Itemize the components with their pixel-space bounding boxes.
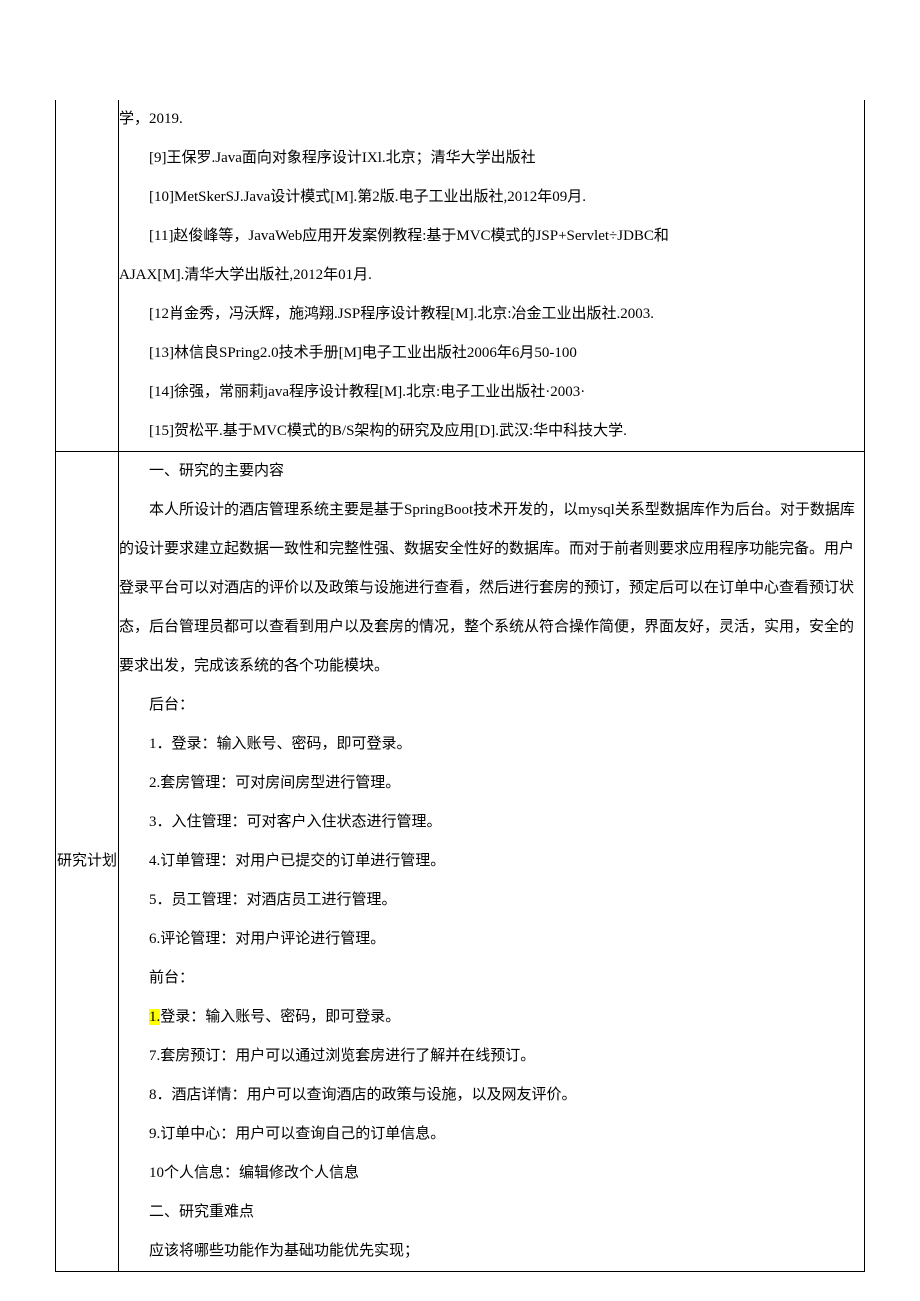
plan-line: 3．入住管理：可对客户入住状态进行管理。	[119, 803, 864, 842]
plan-line: 二、研究重难点	[119, 1193, 864, 1232]
row2-label-cell: 研究计划	[56, 452, 119, 1272]
plan-line: 9.订单中心：用户可以查询自己的订单信息。	[119, 1115, 864, 1154]
highlight-span: 1.	[149, 1009, 160, 1025]
reference-line: [10]MetSkerSJ.Java设计模式[M].第2版.电子工业出版社,20…	[119, 178, 864, 217]
reference-line: [9]王保罗.Java面向对象程序设计IXl.北京；清华大学出版社	[119, 139, 864, 178]
reference-line: AJAX[M].清华大学出版社,2012年01月.	[119, 256, 864, 295]
table-row: 学，2019.[9]王保罗.Java面向对象程序设计IXl.北京；清华大学出版社…	[56, 100, 865, 452]
plan-line: 4.订单管理：对用户已提交的订单进行管理。	[119, 842, 864, 881]
row1-label-cell	[56, 100, 119, 452]
plan-line: 5．员工管理：对酒店员工进行管理。	[119, 881, 864, 920]
plan-line: 2.套房管理：可对房间房型进行管理。	[119, 764, 864, 803]
plan-line: 8．酒店详情：用户可以查询酒店的政策与设施，以及网友评价。	[119, 1076, 864, 1115]
reference-line: [12肖金秀，冯沃辉，施鸿翔.JSP程序设计教程[M].北京:冶金工业出版社.2…	[119, 295, 864, 334]
plan-line: 1．登录：输入账号、密码，即可登录。	[119, 725, 864, 764]
plan-line: 10个人信息：编辑修改个人信息	[119, 1154, 864, 1193]
document-table: 学，2019.[9]王保罗.Java面向对象程序设计IXl.北京；清华大学出版社…	[55, 100, 865, 1272]
reference-line: [11]赵俊峰等，JavaWeb应用开发案例教程:基于MVC模式的JSP+Ser…	[119, 217, 864, 256]
document-page: 学，2019.[9]王保罗.Java面向对象程序设计IXl.北京；清华大学出版社…	[0, 100, 920, 1272]
plan-line: 1.登录：输入账号、密码，即可登录。	[119, 998, 864, 1037]
plan-line: 7.套房预订：用户可以通过浏览套房进行了解并在线预订。	[119, 1037, 864, 1076]
reference-line: 学，2019.	[119, 100, 864, 139]
reference-line: [13]林信良SPring2.0技术手册[M]电子工业出版社2006年6月50-…	[119, 334, 864, 373]
row2-content-cell: 一、研究的主要内容本人所设计的酒店管理系统主要是基于SpringBoot技术开发…	[119, 452, 865, 1272]
plan-line: 应该将哪些功能作为基础功能优先实现；	[119, 1232, 864, 1271]
plan-line: 6.评论管理：对用户评论进行管理。	[119, 920, 864, 959]
plan-line: 本人所设计的酒店管理系统主要是基于SpringBoot技术开发的，以mysql关…	[119, 491, 864, 686]
row1-content-cell: 学，2019.[9]王保罗.Java面向对象程序设计IXl.北京；清华大学出版社…	[119, 100, 865, 452]
row2-label: 研究计划	[57, 853, 117, 869]
plan-text: 登录：输入账号、密码，即可登录。	[160, 1009, 400, 1025]
table-row: 研究计划 一、研究的主要内容本人所设计的酒店管理系统主要是基于SpringBoo…	[56, 452, 865, 1272]
plan-line: 前台：	[119, 959, 864, 998]
reference-line: [14]徐强，常丽莉java程序设计教程[M].北京:电子工业出版社·2003·	[119, 373, 864, 412]
reference-line: [15]贺松平.基于MVC模式的B/S架构的研究及应用[D].武汉:华中科技大学…	[119, 412, 864, 451]
plan-line: 一、研究的主要内容	[119, 452, 864, 491]
plan-line: 后台：	[119, 686, 864, 725]
